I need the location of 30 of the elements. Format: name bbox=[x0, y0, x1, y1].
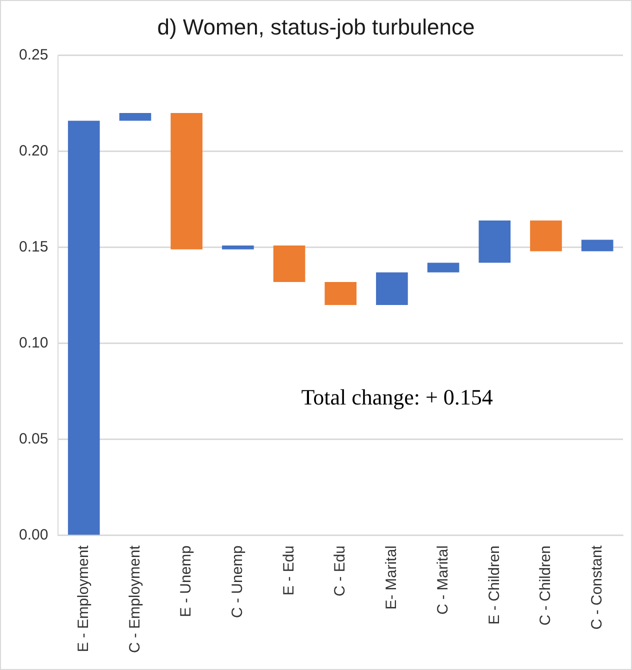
y-tick-label: 0.00 bbox=[18, 526, 48, 544]
x-tick-label: C - Children bbox=[537, 545, 554, 626]
y-tick-label: 0.20 bbox=[18, 142, 48, 160]
bar bbox=[427, 262, 460, 272]
bar bbox=[273, 246, 306, 282]
bar bbox=[530, 220, 562, 252]
y-tick-label: 0.05 bbox=[18, 430, 48, 448]
x-tick-label: C - Employment bbox=[126, 544, 144, 654]
bar bbox=[170, 113, 202, 250]
x-tick-label: E - Children bbox=[486, 545, 503, 625]
x-tick-label: E - Edu bbox=[280, 545, 298, 596]
bar bbox=[68, 120, 100, 535]
x-tick-label: E- Marital bbox=[383, 545, 400, 610]
x-tick-label: C - Edu bbox=[332, 545, 349, 596]
bar bbox=[222, 246, 254, 250]
bar bbox=[581, 240, 614, 252]
bar bbox=[376, 272, 408, 306]
bar bbox=[478, 220, 511, 263]
annotation: Total change: + 0.154 bbox=[301, 384, 493, 410]
y-tick-label: 0.10 bbox=[18, 334, 48, 352]
bar bbox=[324, 282, 357, 306]
x-tick-label: E - Unemp bbox=[178, 545, 195, 618]
chart-title: d) Women, status-job turbulence bbox=[157, 14, 475, 40]
x-tick-label: C - Unemp bbox=[229, 545, 246, 618]
y-tick-label: 0.25 bbox=[18, 46, 48, 64]
y-tick-label: 0.15 bbox=[18, 238, 48, 256]
x-tick-label: C - Constant bbox=[588, 544, 606, 630]
x-tick-label: C - Marital bbox=[434, 545, 452, 615]
x-tick-label: E - Employment bbox=[75, 544, 92, 652]
bar bbox=[119, 113, 152, 121]
